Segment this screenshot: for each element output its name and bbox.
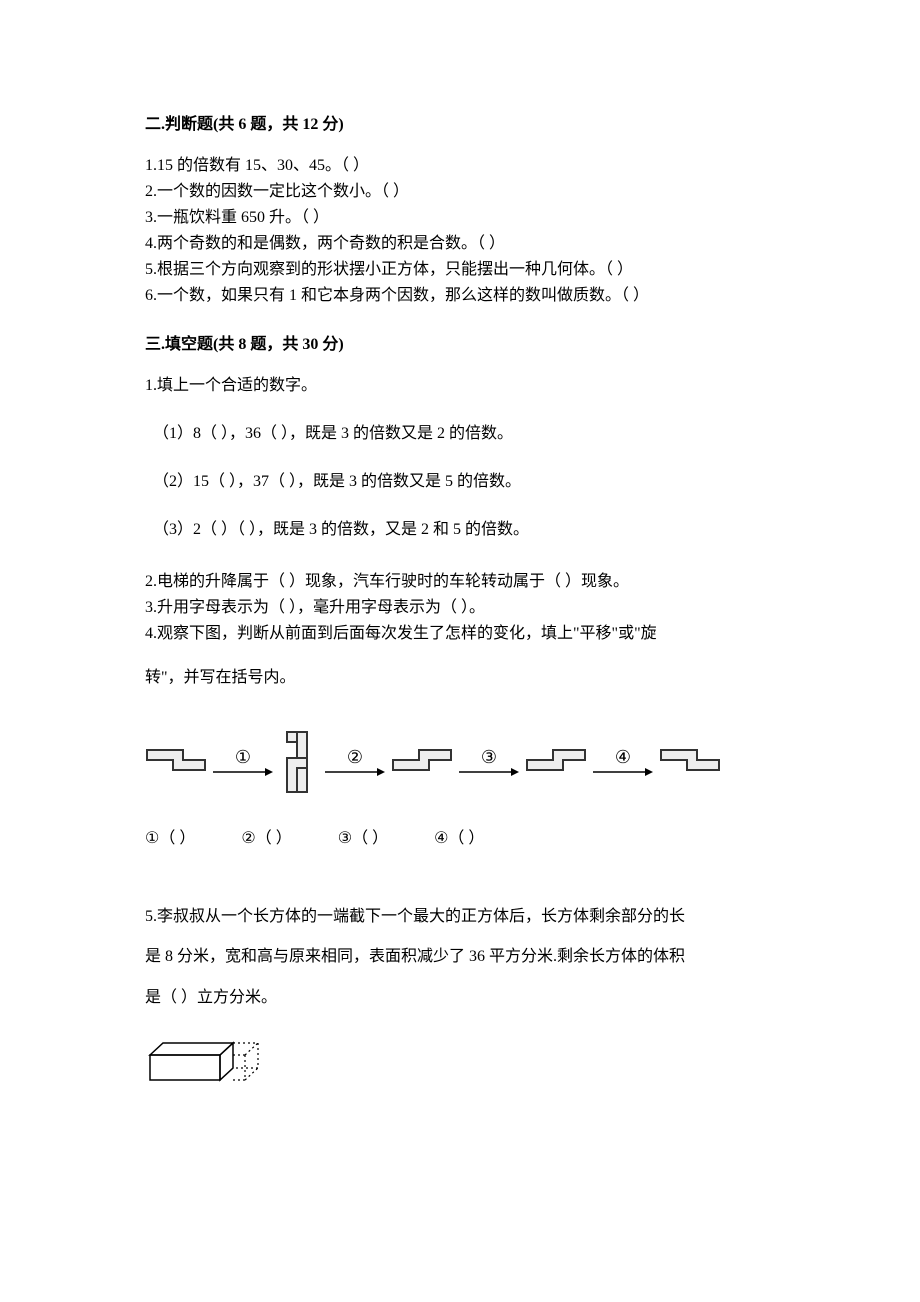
answer-2: ②（ ）: [241, 824, 291, 848]
section-3-header: 三.填空题(共 8 题，共 30 分): [145, 330, 775, 354]
shape-1: [145, 742, 207, 782]
s2-q3: 3.一瓶饮料重 650 升。（ ）: [145, 206, 775, 230]
s3-q4-line1: 4.观察下图，判断从前面到后面每次发生了怎样的变化，填上"平移"或"旋: [145, 622, 775, 646]
answer-1: ①（ ）: [145, 824, 195, 848]
arrow-3-group: ③: [459, 747, 519, 778]
s2-q1: 1.15 的倍数有 15、30、45。（ ）: [145, 154, 775, 178]
shape-5: [659, 742, 721, 782]
shape-4: [525, 742, 587, 782]
section-2-questions: 1.15 的倍数有 15、30、45。（ ） 2.一个数的因数一定比这个数小。（…: [145, 154, 775, 308]
answer-4: ④（ ）: [434, 824, 484, 848]
label-3: ③: [481, 747, 497, 768]
label-4: ④: [615, 747, 631, 768]
answer-3: ③（ ）: [338, 824, 388, 848]
label-1: ①: [235, 747, 251, 768]
s3-q5-line1: 5.李叔叔从一个长方体的一端截下一个最大的正方体后，长方体剩余部分的长: [145, 898, 775, 936]
arrow-1-group: ①: [213, 747, 273, 778]
s2-q2: 2.一个数的因数一定比这个数小。（ ）: [145, 180, 775, 204]
s3-q1-sub2: （2）15（ ），37（ ），既是 3 的倍数又是 5 的倍数。: [153, 470, 775, 494]
s3-q1-sub3: （3）2（ ）（ ），既是 3 的倍数，又是 2 和 5 的倍数。: [153, 518, 775, 542]
s3-q5-line2: 是 8 分米，宽和高与原来相同，表面积减少了 36 平方分米.剩余长方体的体积: [145, 938, 775, 976]
arrow-icon: [325, 766, 385, 778]
shape-2: [279, 730, 319, 794]
s3-q1-stem: 1.填上一个合适的数字。: [145, 374, 775, 398]
s2-q5: 5.根据三个方向观察到的形状摆小正方体，只能摆出一种几何体。（ ）: [145, 258, 775, 282]
shape-3: [391, 742, 453, 782]
s3-q5-figure: [145, 1035, 775, 1090]
s3-q2: 2.电梯的升降属于（ ）现象，汽车行驶时的车轮转动属于（ ）现象。: [145, 570, 775, 594]
s3-q5-line3: 是（ ）立方分米。: [145, 979, 775, 1017]
s3-q4-answers: ①（ ） ②（ ） ③（ ） ④（ ）: [145, 824, 775, 848]
s3-q4-figure: ① ② ③ ④: [145, 730, 775, 794]
section-2-header: 二.判断题(共 6 题，共 12 分): [145, 110, 775, 134]
arrow-icon: [593, 766, 653, 778]
s3-q1-sub1: （1）8（ ），36（ ），既是 3 的倍数又是 2 的倍数。: [153, 422, 775, 446]
s2-q4: 4.两个奇数的和是偶数，两个奇数的积是合数。（ ）: [145, 232, 775, 256]
arrow-icon: [459, 766, 519, 778]
s3-q3: 3.升用字母表示为（ ），毫升用字母表示为（ ）。: [145, 596, 775, 620]
arrow-icon: [213, 766, 273, 778]
arrow-2-group: ②: [325, 747, 385, 778]
arrow-4-group: ④: [593, 747, 653, 778]
s3-q4-line2: 转"，并写在括号内。: [145, 666, 775, 690]
label-2: ②: [347, 747, 363, 768]
s2-q6: 6.一个数，如果只有 1 和它本身两个因数，那么这样的数叫做质数。（ ）: [145, 284, 775, 308]
